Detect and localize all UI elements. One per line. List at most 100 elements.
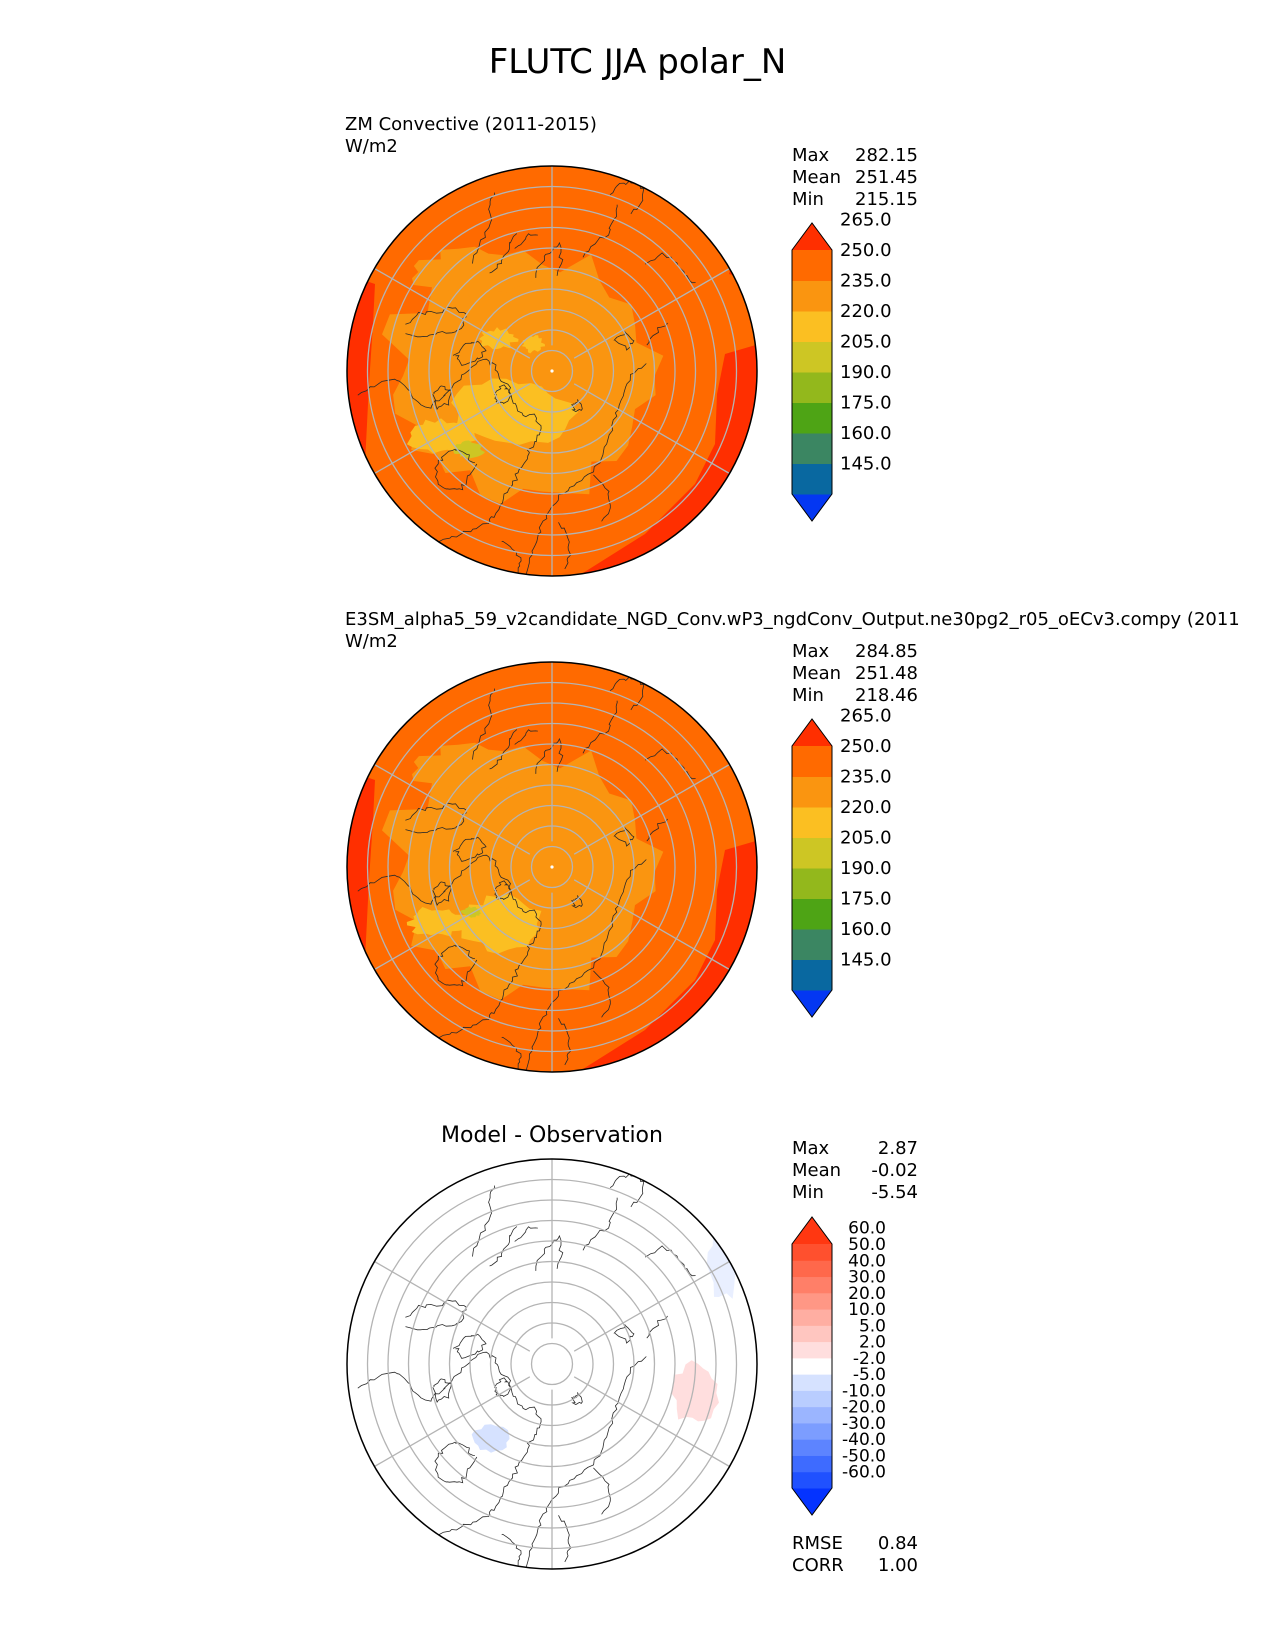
north-pole-marker [550, 1362, 554, 1366]
coastline [593, 970, 611, 1018]
graticule-latitude [530, 349, 574, 393]
panel1-min-value: 215.15 [855, 189, 918, 210]
coastline [432, 881, 452, 907]
rmse-label: RMSE [792, 1533, 843, 1554]
north-pole-marker [550, 369, 554, 373]
graticule-meridian [573, 1260, 730, 1352]
coastline [558, 1515, 572, 1563]
coastline [489, 1226, 518, 1267]
map-boundary [346, 1158, 758, 1570]
colorbar-outline [791, 222, 833, 522]
coastline [535, 737, 564, 774]
colorbar-bin [792, 1244, 832, 1261]
corr-value: 1.00 [877, 1555, 918, 1576]
panel2-max-label: Max [792, 641, 830, 662]
coastline [452, 340, 487, 366]
panel1-max-value: 282.15 [855, 145, 918, 166]
coastline [472, 688, 496, 760]
colorbar-tick-label: -5.0 [853, 1365, 886, 1385]
colorbar-tick-label: 160.0 [840, 423, 892, 444]
colorbar-bin [792, 1276, 832, 1294]
coastline [558, 1018, 572, 1066]
panel1-title: ZM Convective (2011-2015) [345, 114, 597, 135]
graticule-meridian [374, 267, 531, 359]
graticule-meridian [374, 1260, 531, 1352]
graticule-meridian [573, 879, 730, 971]
colorbar-tick-label: 145.0 [840, 454, 892, 475]
colorbar-tick-label: 235.0 [840, 271, 892, 292]
colorbar-extend-max [792, 1217, 832, 1244]
graticule-latitude [530, 845, 574, 889]
coastline [613, 1323, 635, 1344]
coastline [501, 540, 522, 573]
coastline [452, 1333, 487, 1359]
colorbar-tick-label: 30.0 [848, 1268, 886, 1288]
colorbar-bin [792, 280, 832, 312]
panel3-polar-map [346, 1158, 758, 1570]
panel2-mean-value: 251.48 [855, 663, 918, 684]
colorbar-bin [792, 1357, 832, 1375]
graticule-meridian [374, 383, 531, 475]
colorbar-bin [792, 311, 832, 342]
map-field [347, 1159, 757, 1569]
colorbar-bin [792, 1309, 832, 1326]
colorbar-extend-min [792, 494, 832, 521]
colorbar-tick-label: 160.0 [840, 919, 892, 940]
panel3-metrics: RMSE 0.84 CORR 1.00 [792, 1533, 918, 1577]
panel1-colorbar: 145.0 160.0 175.0 190.0 205.0 220.0 235.0 250.0… [791, 210, 892, 522]
colorbar-tick-label: 265.0 [840, 210, 892, 231]
colorbar-bin [792, 1374, 832, 1391]
coastline [514, 729, 538, 745]
coastline [646, 818, 668, 842]
map-field [347, 662, 757, 1072]
colorbar-tick-label: -30.0 [842, 1414, 886, 1434]
colorbar-bin [792, 372, 832, 403]
colorbar-tick-label: -10.0 [842, 1381, 886, 1401]
panel3-min-label: Min [792, 1182, 824, 1203]
coastline [501, 1036, 522, 1069]
colorbar-bin [792, 1471, 832, 1489]
colorbar-tick-label: 60.0 [848, 1219, 886, 1239]
panel2-max-value: 284.85 [855, 641, 918, 662]
field-positive-anomaly [671, 1360, 719, 1422]
colorbar-bin [792, 837, 832, 869]
panel1-stats: Max 282.15 Mean 251.45 Min 215.15 [792, 145, 918, 211]
colorbar-bin [792, 1406, 832, 1424]
colorbar-tick-label: 205.0 [840, 332, 892, 353]
coastline [525, 363, 647, 576]
colorbar-tick-label: 20.0 [848, 1284, 886, 1304]
coastline [582, 204, 618, 258]
colorbar-tick-label: -50.0 [842, 1446, 886, 1466]
colorbar-tick-label: 175.0 [840, 889, 892, 910]
colorbar-bin [792, 463, 832, 495]
coastline [489, 729, 518, 770]
colorbar-bin [792, 1439, 832, 1456]
coastline [571, 399, 583, 413]
panel3-min-value: -5.54 [871, 1182, 918, 1203]
colorbar-outline [791, 718, 833, 1018]
coastline [514, 233, 538, 249]
colorbar-bin [792, 1422, 832, 1440]
panel3-stats: Max 2.87 Mean -0.02 Min -5.54 [792, 1138, 918, 1204]
coastline [582, 700, 618, 754]
map-boundary [346, 165, 758, 577]
colorbar-tick-label: 190.0 [840, 858, 892, 879]
field-region-220 [451, 378, 579, 445]
north-pole-marker [550, 865, 554, 869]
coastline [571, 1392, 583, 1406]
corr-label: CORR [792, 1555, 844, 1576]
rmse-value: 0.84 [877, 1533, 918, 1554]
coastline [514, 1226, 538, 1242]
coastline [535, 1234, 564, 1271]
colorbar-extend-max [792, 719, 832, 746]
colorbar-bin [792, 1292, 832, 1310]
colorbar-tick-label: -60.0 [842, 1463, 886, 1483]
colorbar-extend-min [792, 990, 832, 1017]
coastline [582, 1197, 618, 1251]
colorbar-tick-label: -2.0 [853, 1349, 886, 1369]
field-patch [479, 327, 519, 350]
colorbar-tick-label: 145.0 [840, 950, 892, 971]
coastline [432, 1378, 452, 1404]
graticule-meridian [374, 1376, 531, 1468]
panel1-min-label: Min [792, 189, 824, 210]
